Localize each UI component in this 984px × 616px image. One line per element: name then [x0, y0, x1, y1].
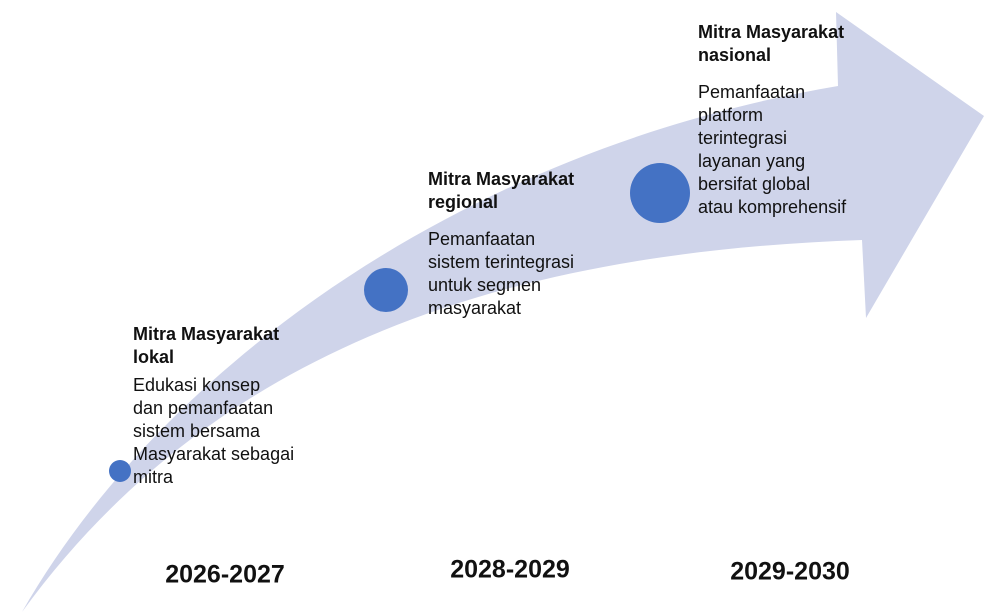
stage-description: dan pemanfaatan — [133, 398, 273, 418]
growth-arrow — [22, 12, 984, 612]
stage-description: untuk segmen — [428, 275, 541, 295]
stage-description: Masyarakat sebagai — [133, 444, 294, 464]
stage-description: layanan yang — [698, 151, 805, 171]
stage-dot — [630, 163, 690, 223]
stage-year: 2028-2029 — [450, 556, 570, 584]
stage-title: nasional — [698, 45, 771, 65]
stage-description: platform — [698, 105, 763, 125]
stage-description: masyarakat — [428, 298, 521, 318]
stage-description: sistem bersama — [133, 421, 261, 441]
stage-title: Mitra Masyarakat — [698, 22, 844, 42]
stage-title: Mitra Masyarakat — [133, 324, 279, 344]
stage-description: bersifat global — [698, 174, 810, 194]
stage-description: terintegrasi — [698, 128, 787, 148]
stage-dot — [364, 268, 408, 312]
stage-description: atau komprehensif — [698, 197, 847, 217]
stage-description: Pemanfaatan — [698, 82, 805, 102]
stage-title: lokal — [133, 347, 174, 367]
stage-description: Pemanfaatan — [428, 229, 535, 249]
stage-description: Edukasi konsep — [133, 375, 260, 395]
stage-description: mitra — [133, 467, 174, 487]
stage-description: sistem terintegrasi — [428, 252, 574, 272]
stage-title: Mitra Masyarakat — [428, 169, 574, 189]
stage-title: regional — [428, 192, 498, 212]
stage-year: 2029-2030 — [730, 558, 850, 586]
stage-dot — [109, 460, 131, 482]
stage-year: 2026-2027 — [165, 561, 285, 589]
